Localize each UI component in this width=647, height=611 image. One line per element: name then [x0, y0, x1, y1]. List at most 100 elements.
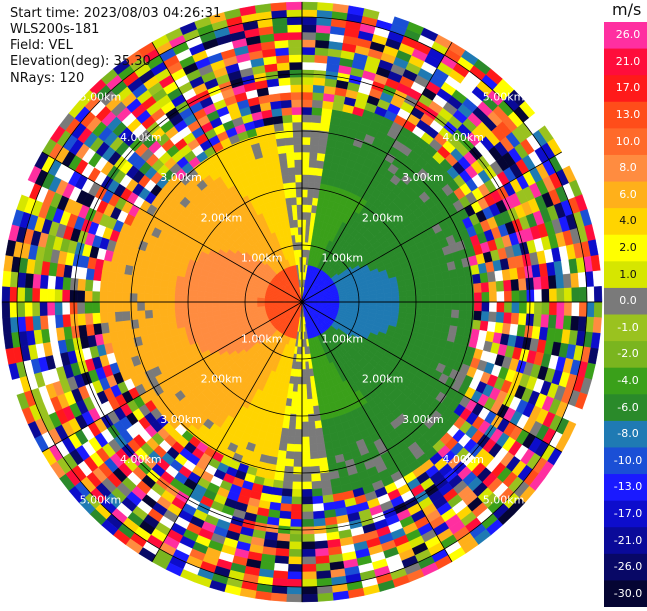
range-gate: [556, 315, 565, 329]
colorbar-tick-label: 0.0: [611, 295, 645, 307]
range-gate: [107, 292, 115, 302]
range-gate: [519, 302, 527, 314]
range-gate: [557, 288, 565, 302]
range-gate: [310, 137, 319, 145]
range-gate: [317, 593, 333, 602]
range-gate: [572, 287, 580, 302]
range-gate: [305, 362, 309, 370]
range-gate: [587, 287, 595, 302]
range-gate: [313, 503, 324, 511]
range-gate: [302, 85, 313, 93]
range-gate: [175, 302, 183, 309]
range-gate: [205, 302, 213, 307]
range-gate: [271, 2, 287, 11]
range-gate: [123, 274, 132, 284]
range-gate: [504, 291, 512, 302]
range-gate: [302, 354, 305, 362]
range-gate: [302, 40, 316, 48]
range-gate: [160, 280, 168, 288]
range-gate: [273, 480, 284, 489]
range-gate: [295, 175, 302, 183]
range-gate: [273, 25, 288, 34]
range-gate: [169, 322, 178, 330]
range-ring-label: 1.00km: [241, 332, 283, 345]
range-gate: [488, 282, 496, 293]
range-gate: [190, 313, 198, 320]
range-gate: [302, 482, 312, 490]
range-gate: [422, 295, 430, 302]
range-gate: [175, 308, 183, 315]
range-gate: [307, 190, 313, 198]
range-gate: [279, 511, 291, 519]
range-gate: [377, 298, 385, 302]
range-gate: [594, 302, 602, 318]
range-gate: [541, 315, 549, 328]
range-gate: [287, 587, 302, 595]
range-gate: [160, 302, 168, 309]
range-gate: [579, 287, 587, 302]
range-gate: [286, 594, 302, 602]
range-gate: [302, 167, 309, 175]
range-gate: [279, 153, 288, 161]
range-gate: [153, 279, 161, 288]
colorbar-tick-label: 1.0: [611, 269, 645, 281]
range-gate: [25, 316, 34, 331]
range-gate: [302, 137, 311, 145]
range-gate: [40, 302, 48, 316]
range-gate: [137, 310, 145, 319]
range-gate: [512, 302, 520, 313]
colorbar-tick-label: 21.0: [611, 56, 645, 68]
range-gate: [286, 2, 302, 10]
range-gate: [302, 77, 314, 85]
range-gate: [497, 302, 505, 313]
range-gate: [190, 307, 198, 313]
range-gate: [318, 138, 327, 147]
range-gate: [100, 302, 108, 313]
range-gate: [291, 497, 302, 505]
range-gate: [85, 279, 93, 291]
range-gate: [306, 384, 311, 392]
range-gate: [32, 288, 40, 302]
range-gate: [302, 197, 307, 205]
range-gate: [518, 278, 526, 290]
range-gate: [197, 291, 205, 297]
range-gate: [289, 62, 302, 70]
range-gate: [277, 62, 290, 70]
range-gate: [92, 291, 100, 302]
colorbar-tick-label: 13.0: [611, 109, 645, 121]
range-gate: [309, 436, 317, 444]
range-gate: [282, 481, 292, 489]
colorbar-tick-label: -26.0: [611, 561, 645, 573]
range-gate: [534, 302, 542, 315]
range-gate: [437, 295, 445, 302]
range-gate: [294, 227, 298, 235]
range-gate: [406, 290, 414, 296]
range-gate: [295, 167, 302, 175]
colorbar-title: m/s: [612, 0, 641, 19]
range-ring-label: 3.00km: [402, 171, 444, 184]
range-gate: [322, 427, 330, 436]
range-gate: [298, 220, 302, 228]
range-gate: [212, 297, 220, 302]
range-gate: [315, 556, 329, 565]
range-gate: [116, 321, 125, 332]
colorbar-tick-label: -17.0: [611, 508, 645, 520]
range-gate: [107, 312, 115, 323]
range-ring-label: 1.00km: [241, 252, 283, 265]
range-gate: [459, 293, 467, 302]
colorbar-tick-label: 6.0: [611, 189, 645, 201]
instrument-label: WLS200s-181: [10, 22, 99, 37]
range-gate: [122, 283, 130, 293]
range-ring-label: 5.00km: [483, 90, 525, 103]
range-gate: [293, 137, 302, 145]
range-gate: [311, 474, 321, 482]
range-gate: [294, 444, 302, 452]
range-gate: [290, 70, 302, 78]
range-gate: [563, 316, 572, 330]
range-gate: [62, 314, 70, 327]
range-gate: [287, 17, 302, 25]
range-gate: [55, 315, 63, 328]
range-gate: [534, 289, 542, 302]
range-gate: [190, 290, 198, 296]
range-gate: [474, 283, 482, 293]
